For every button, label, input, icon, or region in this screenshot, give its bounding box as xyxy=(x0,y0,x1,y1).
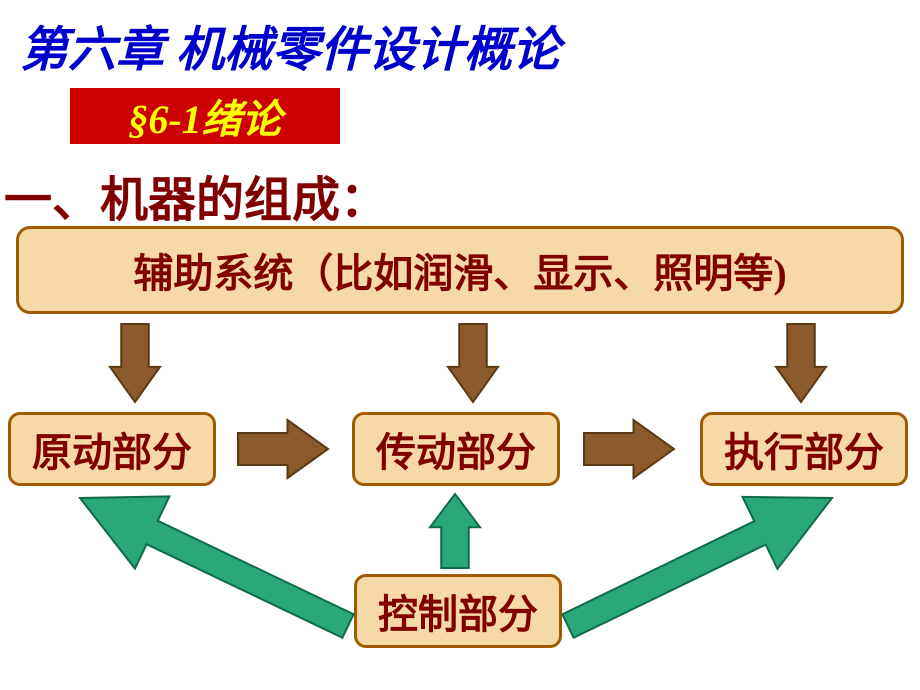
arrow-down-2 xyxy=(776,324,826,402)
arrow-right-0 xyxy=(238,420,328,478)
arrow-up-green xyxy=(430,494,480,568)
arrow-diag-right xyxy=(562,497,832,638)
arrow-diag-left xyxy=(80,496,354,637)
arrows-layer xyxy=(0,0,920,690)
arrow-down-0 xyxy=(110,324,160,402)
arrow-right-1 xyxy=(584,420,674,478)
arrow-down-1 xyxy=(448,324,498,402)
